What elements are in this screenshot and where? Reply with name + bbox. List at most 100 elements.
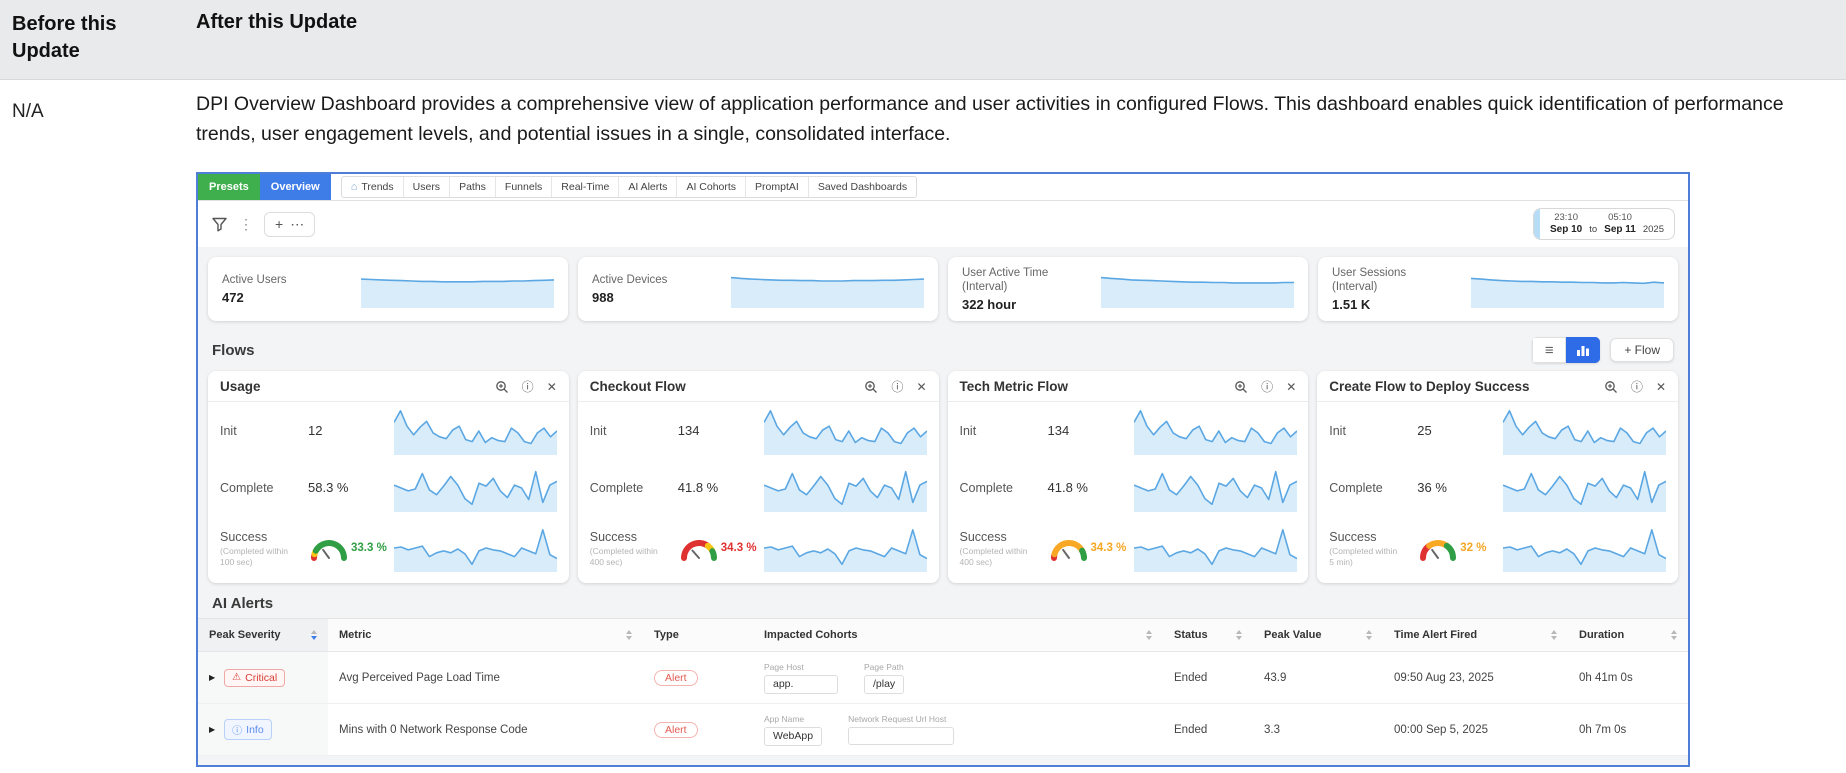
- kpi-value: 1.51 K: [1332, 297, 1371, 312]
- success-note: (Completed within: [1329, 546, 1398, 556]
- col-metric[interactable]: Metric: [328, 619, 643, 651]
- success-label: Success: [220, 530, 268, 544]
- ai-alerts-table: Peak Severity Metric Type Impacted Cohor…: [198, 618, 1688, 756]
- kpi-label: Active Devices: [592, 274, 668, 286]
- success-label: Success: [1329, 530, 1377, 544]
- tab-label: Users: [412, 181, 441, 193]
- flow-cards-row: Usage ⓘ ✕ Init 12 Complete 58.3 %: [208, 371, 1678, 583]
- cohort-chip[interactable]: WebApp: [764, 726, 823, 746]
- success-sparkline: [763, 524, 928, 572]
- add-flow-button[interactable]: + Flow: [1610, 338, 1674, 362]
- expand-row-caret[interactable]: ▶: [209, 673, 216, 682]
- add-widget-button[interactable]: + ⋯: [264, 211, 316, 237]
- dashboard-body: Active Users 472 Active Devices 988 User…: [198, 247, 1688, 765]
- col-duration[interactable]: Duration: [1568, 619, 1688, 651]
- success-sparkline: [1503, 524, 1667, 572]
- info-icon[interactable]: ⓘ: [521, 380, 534, 394]
- after-update-header: After this Update: [196, 11, 358, 33]
- flow-card-tech-metric-flow: Tech Metric Flow ⓘ ✕ Init 134 Complete 4…: [947, 371, 1309, 583]
- tab-saved-dashboards[interactable]: Saved Dashboards: [809, 177, 916, 197]
- tab-presets[interactable]: Presets: [198, 174, 260, 200]
- kpi-label: Active Users: [222, 274, 287, 286]
- end-time: 05:10: [1608, 212, 1632, 223]
- init-sparkline: [1502, 407, 1667, 455]
- list-icon: ≡: [1544, 341, 1554, 359]
- type-badge: Alert: [654, 669, 698, 686]
- expand-row-caret[interactable]: ▶: [209, 725, 216, 734]
- alert-row: ▶ ⓘ Info Mins with 0 Network Response Co…: [198, 704, 1688, 756]
- kpi-sparkline: [1100, 270, 1294, 308]
- col-status[interactable]: Status: [1163, 619, 1253, 651]
- info-icon[interactable]: ⓘ: [891, 380, 904, 394]
- cohort-filter: Page Host app.: [764, 662, 838, 694]
- success-note: (Completed within: [220, 546, 289, 556]
- kpi-label: User Sessions: [1332, 267, 1407, 279]
- flows-title: Flows: [212, 341, 255, 359]
- kpi-card-active-devices: Active Devices 988: [578, 257, 938, 321]
- before-update-value: N/A: [12, 101, 44, 122]
- zoom-in-icon[interactable]: [864, 380, 878, 394]
- success-value: 34.3 %: [720, 542, 757, 554]
- tab-label: Real-Time: [561, 181, 610, 193]
- col-time-alert-fired[interactable]: Time Alert Fired: [1383, 619, 1568, 651]
- success-note: 5 min): [1329, 557, 1353, 567]
- tab-label: Saved Dashboards: [817, 181, 908, 193]
- flows-section-header: Flows ≡ + Flow: [212, 337, 1674, 363]
- info-icon[interactable]: ⓘ: [1630, 380, 1643, 394]
- init-label: Init: [1329, 423, 1346, 438]
- col-peak-severity[interactable]: Peak Severity: [198, 619, 328, 651]
- col-peak-value[interactable]: Peak Value: [1253, 619, 1383, 651]
- flow-card-title: Tech Metric Flow: [959, 379, 1069, 394]
- close-icon[interactable]: ✕: [1286, 379, 1297, 394]
- kpi-value: 472: [222, 290, 244, 305]
- success-gauge: [1048, 535, 1090, 561]
- success-sparkline: [1133, 524, 1297, 572]
- kpi-card-active-users: Active Users 472: [208, 257, 568, 321]
- tab-users[interactable]: Users: [404, 177, 451, 197]
- flow-card-title: Checkout Flow: [589, 379, 686, 394]
- cohort-chip[interactable]: app.: [764, 674, 838, 694]
- close-icon[interactable]: ✕: [1655, 379, 1666, 394]
- tab-real-time[interactable]: Real-Time: [552, 177, 620, 197]
- col-impacted-cohorts[interactable]: Impacted Cohorts: [753, 619, 1163, 651]
- zoom-in-icon[interactable]: [495, 380, 509, 394]
- tab-funnels[interactable]: Funnels: [496, 177, 553, 197]
- date-range-to: to: [1589, 224, 1598, 235]
- tab-ai-cohorts[interactable]: AI Cohorts: [677, 177, 747, 197]
- kpi-sparkline: [1470, 270, 1665, 308]
- tab-paths[interactable]: Paths: [450, 177, 496, 197]
- add-flow-label: + Flow: [1624, 343, 1660, 357]
- alerts-table-header: Peak Severity Metric Type Impacted Cohor…: [198, 619, 1688, 652]
- zoom-in-icon[interactable]: [1234, 380, 1248, 394]
- success-note: 400 sec): [959, 557, 993, 567]
- date-range-picker[interactable]: 23:10 05:10 Sep 10 to Sep 11 2025: [1532, 208, 1675, 240]
- zoom-in-icon[interactable]: [1604, 380, 1618, 394]
- info-icon[interactable]: ⓘ: [1261, 380, 1274, 394]
- cohort-filter: App Name WebApp: [764, 714, 823, 746]
- cohort-chip[interactable]: /play: [864, 674, 905, 694]
- tab-overview[interactable]: Overview: [259, 174, 331, 200]
- tab-trends[interactable]: ⌂ Trends: [342, 177, 404, 197]
- sort-icon: [1551, 630, 1557, 640]
- close-icon[interactable]: ✕: [916, 379, 927, 394]
- kebab-menu-icon[interactable]: ⋮: [239, 215, 253, 232]
- complete-value: 41.8 %: [1047, 480, 1088, 495]
- tab-promptai[interactable]: PromptAI: [746, 177, 809, 197]
- kpi-value: 988: [592, 290, 614, 305]
- list-view-button[interactable]: ≡: [1532, 337, 1567, 363]
- alert-peak-value: 3.3: [1264, 723, 1280, 736]
- cohort-chip[interactable]: [848, 726, 955, 745]
- init-value: 12: [308, 423, 323, 438]
- kpi-value: 322 hour: [962, 297, 1017, 312]
- tab-ai-alerts[interactable]: AI Alerts: [619, 177, 678, 197]
- col-type[interactable]: Type: [654, 629, 679, 641]
- filter-icon[interactable]: [211, 216, 228, 233]
- sort-icon: [311, 630, 317, 640]
- close-icon[interactable]: ✕: [546, 379, 557, 394]
- chart-view-button[interactable]: [1566, 337, 1601, 363]
- init-value: 25: [1417, 423, 1432, 438]
- success-label: Success: [959, 530, 1007, 544]
- bar-chart-icon: [1577, 346, 1590, 356]
- date-range-year: 2025: [1642, 224, 1664, 235]
- complete-label: Complete: [589, 480, 644, 495]
